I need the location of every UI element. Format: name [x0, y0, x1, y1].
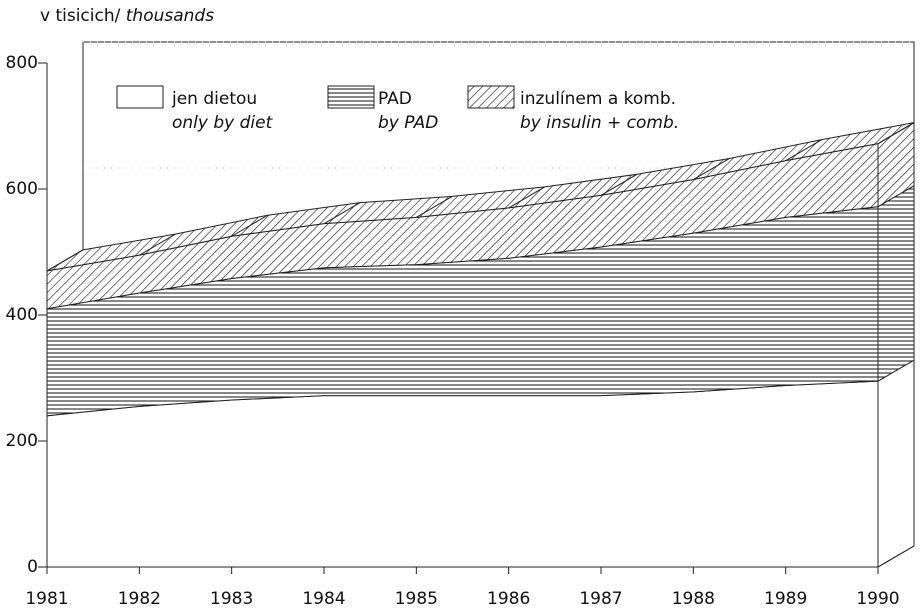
- x-tick-label: 1981: [25, 589, 68, 609]
- legend-swatch: [327, 85, 375, 109]
- legend-sublabel: only by diet: [172, 113, 274, 133]
- side-face: [877, 184, 915, 383]
- x-tick-label: 1985: [395, 589, 438, 609]
- y-tick-label: 800: [6, 53, 38, 73]
- x-tick-label: 1984: [302, 589, 345, 609]
- legend-label: inzulínem a komb.: [520, 89, 676, 109]
- depth-edge: [785, 139, 822, 162]
- x-tick-label: 1989: [764, 589, 807, 609]
- legend-sublabel: by insulin + comb.: [520, 113, 679, 133]
- area: [46, 380, 879, 568]
- depth-edge: [323, 202, 361, 225]
- legend-sublabel: by PAD: [378, 113, 438, 133]
- y-axis-label: v tisicich/ thousands: [40, 6, 214, 26]
- depth-edge: [416, 195, 453, 218]
- depth-edge: [693, 158, 730, 180]
- y-tick-label: 400: [6, 305, 38, 325]
- x-tick-label: 1982: [118, 589, 161, 609]
- x-tick-label: 1987: [579, 589, 622, 609]
- x-tick-label: 1983: [210, 589, 253, 609]
- legend-swatch: [116, 85, 164, 109]
- legend-label: jen dietou: [171, 89, 257, 109]
- depth-edge: [231, 214, 268, 237]
- legend-swatch: [467, 85, 515, 109]
- side-face: [877, 359, 915, 568]
- y-tick-label: 200: [6, 431, 38, 451]
- x-tick-label: 1990: [856, 589, 899, 609]
- x-axis-depth: [877, 545, 915, 568]
- depth-edge: [600, 173, 638, 196]
- legend-label: PAD: [378, 89, 412, 109]
- y-tick-label: 600: [6, 179, 38, 199]
- depth-edge: [46, 249, 84, 272]
- x-tick-label: 1986: [487, 589, 530, 609]
- x-tick-label: 1988: [672, 589, 715, 609]
- depth-edge: [877, 122, 915, 145]
- depth-edge: [508, 186, 545, 209]
- depth-edge: [139, 233, 176, 256]
- y-tick-label: 0: [27, 557, 38, 577]
